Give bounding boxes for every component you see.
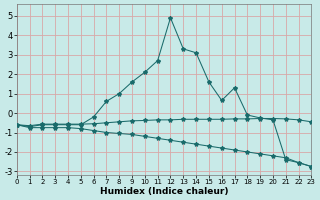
X-axis label: Humidex (Indice chaleur): Humidex (Indice chaleur) [100,187,228,196]
